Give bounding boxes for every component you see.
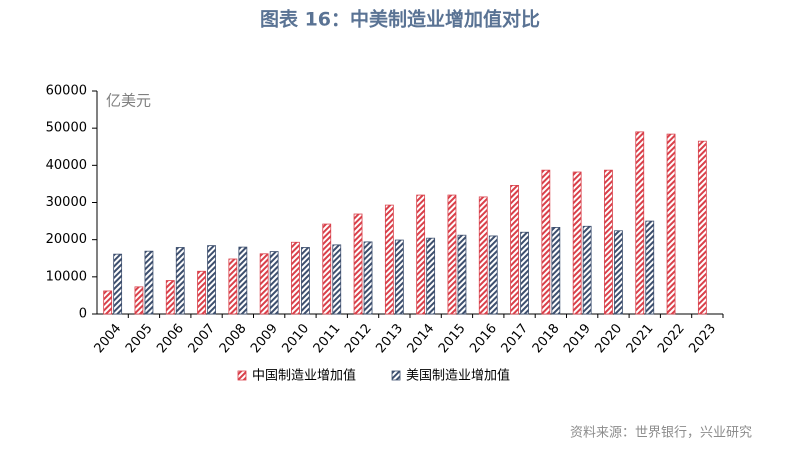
x-tick-label: 2006 [154, 321, 187, 356]
bar [134, 286, 144, 315]
y-tick-label: 0 [79, 307, 87, 322]
x-tick-label: 2022 [655, 321, 688, 356]
bar [478, 196, 488, 315]
bar [645, 220, 655, 315]
bar [113, 253, 123, 315]
legend-label: 美国制造业增加值 [406, 368, 510, 384]
bar [228, 258, 238, 315]
x-tick-label: 2011 [311, 321, 344, 356]
x-tick-label: 2023 [686, 321, 719, 356]
bar [269, 251, 279, 315]
y-tick-label: 60000 [46, 84, 87, 99]
bar [488, 235, 498, 315]
bar [426, 237, 436, 315]
bar [238, 246, 248, 315]
x-tick-label: 2015 [436, 321, 469, 356]
x-tick-label: 2007 [186, 321, 219, 356]
x-tick-label: 2013 [373, 321, 406, 356]
legend-swatch [237, 370, 247, 381]
bar [175, 247, 185, 315]
x-tick-label: 2012 [342, 321, 375, 356]
legend-swatch [391, 370, 401, 381]
bar [332, 244, 342, 315]
x-tick-label: 2018 [530, 321, 563, 356]
bar [394, 239, 404, 315]
y-tick-label: 30000 [46, 195, 87, 210]
bar [635, 131, 645, 315]
x-tick-label: 2017 [499, 321, 532, 356]
bar [666, 133, 676, 315]
legend-label: 中国制造业增加值 [252, 368, 356, 384]
x-tick-label: 2010 [279, 321, 312, 356]
x-tick-label: 2009 [248, 321, 281, 356]
bar [572, 171, 582, 315]
bar [301, 247, 310, 315]
x-tick-label: 2014 [405, 321, 438, 356]
bar [510, 185, 519, 315]
bar [520, 231, 529, 315]
bar [144, 250, 154, 315]
y-tick-label: 20000 [46, 232, 87, 247]
bar [322, 223, 332, 315]
x-tick-label: 2005 [123, 321, 156, 356]
y-unit: 亿美元 [106, 92, 151, 110]
bar [165, 280, 175, 315]
bar [447, 194, 457, 315]
x-tick-label: 2020 [592, 321, 625, 356]
y-tick-label: 40000 [46, 158, 87, 173]
bar [103, 290, 113, 315]
x-tick-label: 2019 [561, 321, 594, 356]
bar [259, 253, 269, 315]
bar [207, 245, 216, 315]
x-tick-label: 2008 [217, 321, 250, 356]
bar [353, 213, 363, 315]
bar [384, 204, 394, 315]
bar [582, 225, 592, 315]
bar [697, 140, 707, 315]
bar [363, 241, 373, 315]
x-tick-label: 2021 [624, 321, 657, 356]
bar [541, 169, 551, 315]
bar [604, 169, 613, 315]
bar [551, 227, 561, 315]
bar [416, 194, 426, 315]
source: 资料来源：世界银行，兴业研究 [570, 426, 752, 441]
x-tick-label: 2004 [92, 321, 125, 356]
y-tick-label: 50000 [46, 121, 87, 136]
bar [291, 241, 300, 315]
bar [197, 270, 206, 315]
bar [614, 230, 623, 315]
bar [457, 234, 467, 315]
x-tick-label: 2016 [467, 321, 500, 356]
chart-title: 图表 16：中美制造业增加值对比 [260, 8, 540, 31]
y-tick-label: 10000 [46, 269, 87, 284]
